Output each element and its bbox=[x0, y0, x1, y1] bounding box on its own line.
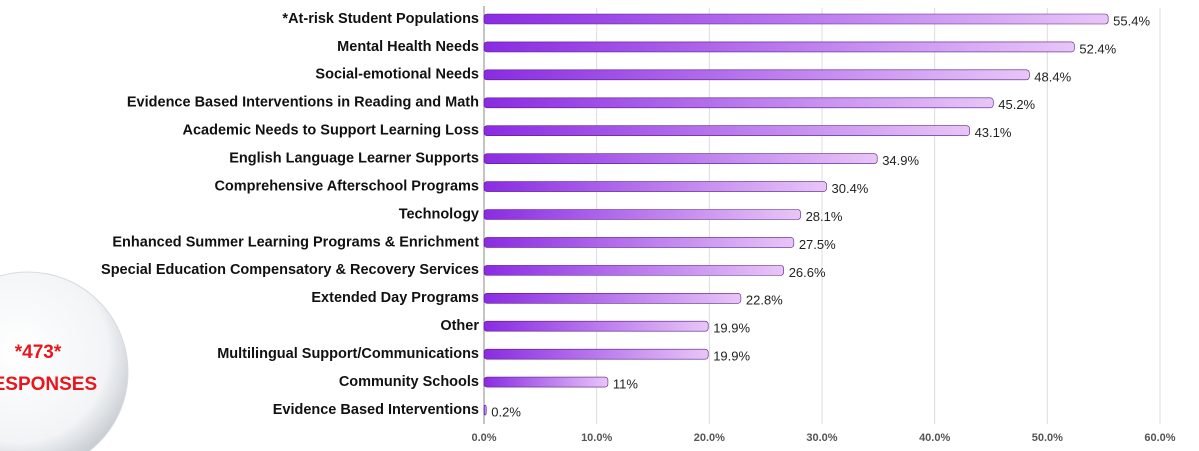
category-label: English Language Learner Supports bbox=[229, 150, 479, 166]
responses-bubble bbox=[0, 271, 129, 451]
category-label: *At-risk Student Populations bbox=[282, 11, 479, 27]
value-label: 43.1% bbox=[975, 125, 1012, 140]
category-label: Technology bbox=[399, 206, 479, 222]
value-label: 34.9% bbox=[882, 153, 919, 168]
category-label: Community Schools bbox=[339, 374, 479, 390]
bar bbox=[483, 125, 970, 137]
bar bbox=[483, 97, 994, 109]
value-label: 55.4% bbox=[1113, 13, 1150, 28]
x-tick-label: 20.0% bbox=[694, 432, 725, 444]
category-label: Special Education Compensatory & Recover… bbox=[101, 262, 479, 278]
bar bbox=[483, 41, 1075, 53]
bar bbox=[483, 153, 878, 164]
category-label: Other bbox=[440, 318, 479, 334]
value-label: 22.8% bbox=[746, 293, 783, 308]
value-label: 11% bbox=[613, 377, 638, 392]
bar bbox=[483, 237, 795, 248]
value-label: 0.2% bbox=[491, 404, 521, 419]
bar bbox=[483, 348, 709, 360]
x-tick-label: 30.0% bbox=[806, 432, 837, 444]
x-tick-label: 60.0% bbox=[1144, 432, 1175, 444]
category-label: Extended Day Programs bbox=[311, 290, 479, 306]
category-label: Social-emotional Needs bbox=[315, 67, 479, 83]
category-label: Multilingual Support/Communications bbox=[217, 346, 479, 362]
bar bbox=[483, 209, 801, 220]
bar bbox=[483, 69, 1030, 81]
value-label: 19.9% bbox=[713, 349, 750, 364]
bar bbox=[483, 376, 609, 388]
category-label: Academic Needs to Support Learning Loss bbox=[183, 123, 480, 139]
category-label: Evidence Based Interventions bbox=[273, 402, 479, 418]
value-label: 19.9% bbox=[713, 321, 750, 336]
value-label: 45.2% bbox=[998, 97, 1035, 112]
bar bbox=[483, 404, 487, 416]
bar bbox=[483, 292, 742, 304]
category-label: Evidence Based Interventions in Reading … bbox=[127, 95, 479, 111]
annotation: RESPONSES bbox=[0, 374, 97, 395]
x-tick-label: 10.0% bbox=[581, 432, 612, 444]
x-tick-label: 0.0% bbox=[471, 432, 496, 444]
value-label: 26.6% bbox=[789, 265, 826, 280]
category-label: Mental Health Needs bbox=[337, 39, 479, 55]
x-tick-label: 50.0% bbox=[1032, 432, 1063, 444]
bar bbox=[483, 265, 784, 276]
bar bbox=[483, 13, 1109, 25]
value-label: 27.5% bbox=[799, 237, 836, 252]
annotation: *473* bbox=[15, 342, 62, 363]
category-label: Enhanced Summer Learning Programs & Enri… bbox=[112, 234, 479, 250]
x-tick-label: 40.0% bbox=[919, 432, 950, 444]
bar bbox=[483, 181, 827, 192]
category-label: Comprehensive Afterschool Programs bbox=[214, 178, 479, 194]
value-label: 48.4% bbox=[1034, 69, 1071, 84]
value-label: 28.1% bbox=[806, 209, 843, 224]
value-label: 52.4% bbox=[1079, 41, 1116, 56]
bar bbox=[483, 320, 709, 332]
value-label: 30.4% bbox=[832, 181, 869, 196]
